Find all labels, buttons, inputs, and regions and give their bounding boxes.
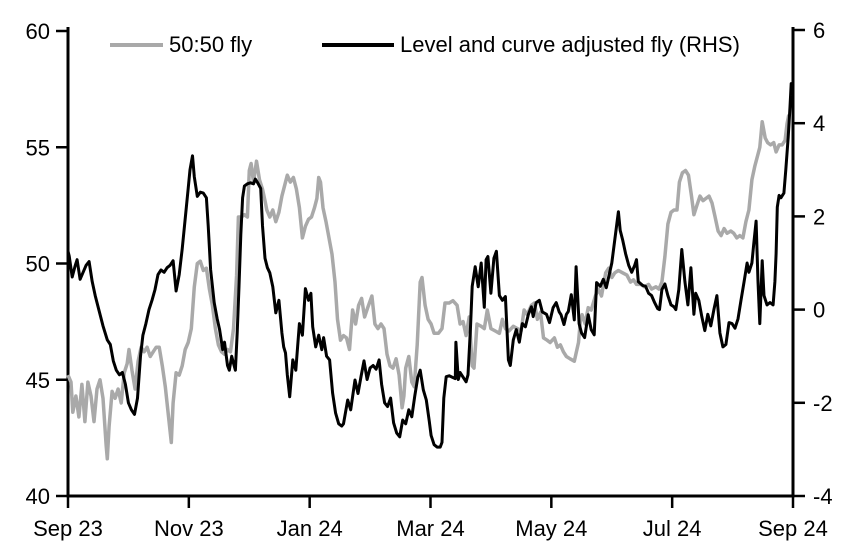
x-axis-tick-label: Jul 24 (643, 516, 702, 541)
right-axis-tick-label: -2 (813, 391, 833, 416)
plot-series (66, 82, 794, 461)
left-axis-tick-label: 45 (26, 368, 50, 393)
left-axis-tick-label: 40 (26, 484, 50, 509)
legend-adjusted-fly-label: Level and curve adjusted fly (RHS) (400, 32, 740, 57)
x-axis-tick-label: May 24 (515, 516, 587, 541)
left-axis-tick-label: 60 (26, 19, 50, 44)
legend-5050-fly-label: 50:50 fly (169, 32, 252, 57)
right-axis-tick-label: -4 (813, 484, 833, 509)
right-axis-tick-label: 2 (813, 204, 825, 229)
right-axis-tick-label: 6 (813, 18, 825, 43)
series-5050-fly-line (66, 114, 791, 461)
right-axis-tick-label: 0 (813, 298, 825, 323)
left-axis-tick-label: 55 (26, 135, 50, 160)
axes: 40 45 50 55 60 -4 -2 0 2 4 6 Sep 23 Nov 23 Jan 24 Mar … (26, 18, 833, 541)
left-axis-tick-label: 50 (26, 252, 50, 277)
x-axis-tick-label: Nov 23 (154, 516, 224, 541)
x-axis-tick-label: Sep 24 (758, 516, 828, 541)
legend: 50:50 fly Level and curve adjusted fly (… (110, 32, 740, 57)
x-axis-tick-label: Mar 24 (396, 516, 464, 541)
x-axis-tick-label: Jan 24 (277, 516, 343, 541)
series-adjusted-fly-line (66, 82, 794, 449)
x-axis-tick-label: Sep 23 (33, 516, 103, 541)
right-axis-tick-label: 4 (813, 111, 825, 136)
